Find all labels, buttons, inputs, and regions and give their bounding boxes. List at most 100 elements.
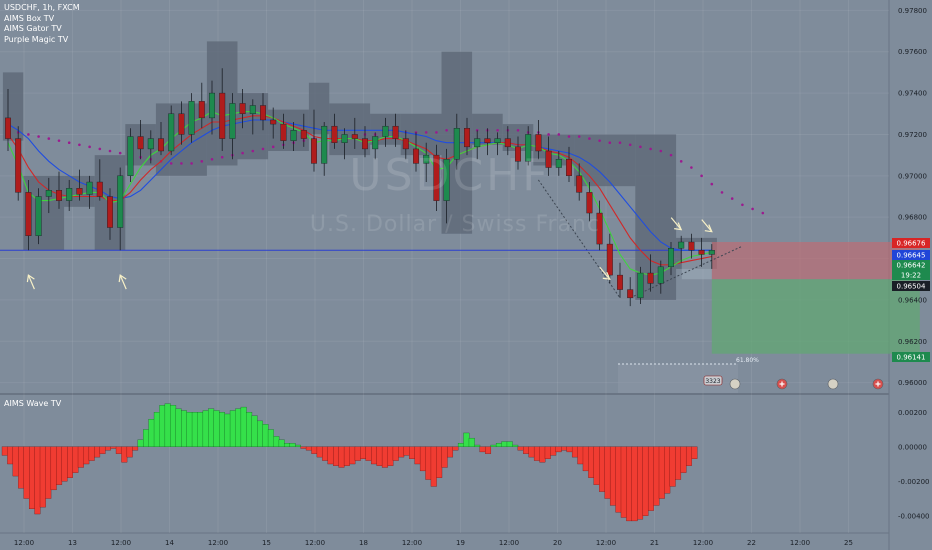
short-position-tool[interactable] (681, 242, 920, 354)
y-tick-label: 0.96000 (898, 379, 927, 387)
arrow-head (118, 274, 127, 283)
wave-bar-negative (115, 446, 122, 454)
y-tick-label: 0.97400 (898, 90, 927, 98)
wave-bar-negative (403, 446, 410, 456)
purple-dot (618, 141, 622, 145)
price-badge-box (892, 238, 930, 248)
wave-bar-negative (637, 446, 644, 520)
wave-bar-negative (343, 446, 350, 466)
candle-bull (423, 154, 430, 164)
arrow-shaft (599, 266, 611, 280)
candle-bull (637, 272, 644, 299)
wave-bar-negative (50, 446, 57, 491)
candle-bull (35, 196, 42, 236)
wave-bar-negative (126, 446, 133, 458)
candle-bull (66, 188, 73, 201)
x-tick-label: 12:00 (111, 539, 131, 547)
candle-bear (545, 150, 552, 168)
price-badge-text: 0.96645 (897, 252, 926, 260)
candle-bear (566, 159, 573, 177)
wave-bar-positive (501, 441, 508, 447)
wave-bar-positive (257, 420, 263, 447)
purple-dot (628, 143, 632, 147)
wave-bar-positive (468, 437, 475, 447)
candle-bear (402, 138, 409, 150)
wave-bar-negative (376, 446, 383, 466)
arrow-annotations[interactable] (26, 217, 713, 290)
arrow-head (674, 222, 683, 231)
purple-dot (679, 160, 683, 163)
wave-bar-negative (419, 446, 426, 472)
wave-bar-negative (555, 446, 562, 453)
wave-bar-negative (311, 446, 318, 454)
wave-bar-negative (561, 446, 568, 451)
wave-bar-negative (34, 446, 41, 515)
candle-bear (617, 274, 624, 290)
purple-dot (741, 203, 744, 207)
wave-bar-negative (316, 446, 323, 458)
candle-bear (137, 136, 144, 150)
legend-indicator[interactable]: Purple Magic TV (4, 34, 69, 44)
trend-dashed (629, 245, 743, 299)
candle-bull (443, 159, 450, 201)
candle-bull (321, 125, 328, 164)
wave-bar-positive (240, 406, 247, 447)
wave-bar-positive (208, 408, 215, 447)
arrow-shaft (27, 274, 35, 290)
price-badge-box (892, 260, 930, 270)
wave-bar-positive (213, 410, 220, 447)
purple-dot (118, 151, 122, 155)
wave-bar-negative (132, 446, 139, 451)
wave-bar-negative (110, 446, 117, 449)
event-markers[interactable]: 3323 (703, 375, 884, 390)
red-line (7, 115, 712, 266)
purple-dot (577, 135, 581, 138)
purple-dot (67, 141, 71, 145)
wave-bar-negative (441, 446, 448, 468)
candle-bull (382, 125, 389, 137)
wave-bar-positive (495, 443, 502, 447)
x-tick-label: 21 (650, 539, 659, 547)
candle-bear (596, 212, 603, 245)
wave-bar-positive (159, 405, 166, 447)
candle-bear (76, 188, 83, 195)
wave-bar-negative (685, 446, 692, 466)
wave-bar-positive (295, 444, 301, 447)
wave-axis[interactable]: 0.00200 0.00000 -0.00200 -0.00400 (898, 409, 929, 521)
wave-bar-positive (153, 412, 160, 447)
candle-bear (198, 101, 205, 119)
purple-dot (424, 131, 428, 134)
purple-dot (200, 160, 204, 163)
x-tick-label: 12:00 (14, 539, 34, 547)
wave-bar-negative (28, 446, 35, 509)
purple-dot (649, 147, 652, 151)
x-tick-label: 12:00 (499, 539, 519, 547)
time-axis[interactable]: 12:00 13 12:00 14 12:00 15 12:00 18 12:00 19 12:00… (14, 539, 853, 547)
legend-indicator[interactable]: AIMS Box TV (4, 13, 55, 23)
wave-bar-positive (219, 412, 225, 447)
y-tick-label: 0.97200 (898, 131, 927, 139)
wave-bar-negative (680, 446, 687, 473)
candle-bull (525, 134, 532, 162)
price-badge-box (892, 352, 930, 362)
legend-title[interactable]: USDCHF, 1h, FXCM (4, 3, 80, 12)
wave-bar-negative (479, 446, 486, 453)
wave-bar-negative (333, 446, 339, 466)
purple-dot (261, 147, 265, 151)
candle-bull (678, 241, 685, 249)
candle-bear (4, 117, 11, 139)
x-tick-label: 20 (553, 539, 562, 547)
wave-bar-negative (593, 446, 600, 485)
candle-bull (555, 159, 562, 168)
candle-bear (515, 146, 522, 162)
wave-bar-negative (392, 446, 399, 461)
purple-dot (751, 207, 754, 211)
price-badge: 19:22 (892, 270, 930, 280)
purple-dot (108, 149, 112, 153)
candle-bull (290, 130, 297, 141)
wave-pane-title[interactable]: AIMS Wave TV (4, 399, 62, 408)
x-tick-label: 12:00 (790, 539, 810, 547)
candle-bear (504, 138, 511, 148)
legend-indicator[interactable]: AIMS Gator TV (4, 24, 62, 33)
purple-dot (57, 139, 61, 142)
